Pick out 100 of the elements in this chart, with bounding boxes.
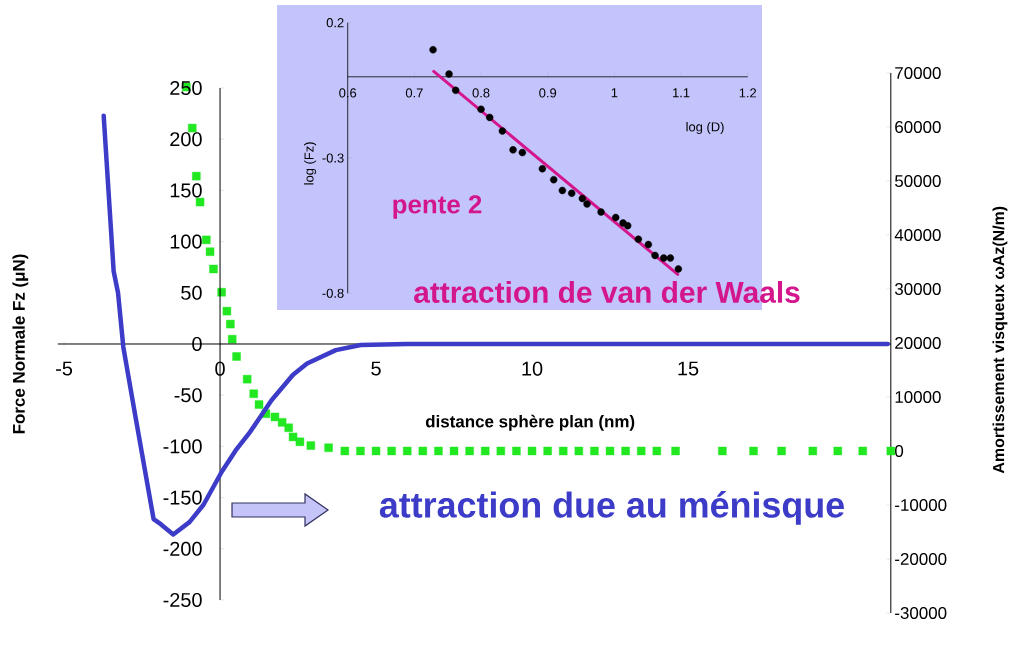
point — [242, 374, 252, 384]
point — [558, 186, 567, 195]
point — [192, 171, 201, 181]
point — [512, 446, 521, 456]
point — [644, 240, 653, 249]
x-axis-title: distance sphère plan (nm) — [425, 414, 635, 431]
y2-tick-label: -20000 — [895, 552, 947, 565]
x-tick-label: 1 — [611, 88, 618, 98]
y2-axis-title: Amortissement visqueux ωAz(N/m) — [992, 206, 1008, 474]
x-tick-label: 5 — [371, 361, 381, 376]
point — [465, 446, 474, 456]
annotation: pente 2 — [393, 195, 482, 219]
x-tick-label: 1.1 — [673, 88, 690, 98]
point — [452, 86, 460, 95]
point — [481, 446, 490, 456]
point — [634, 235, 643, 243]
y-tick-label: -250 — [163, 592, 202, 608]
point — [356, 446, 365, 456]
point — [195, 197, 205, 207]
x-tick-label: 0.7 — [405, 88, 423, 98]
x-tick-label: 0 — [215, 361, 225, 376]
y-axis-title: Force Normale Fz (μN) — [12, 254, 29, 434]
point — [718, 446, 727, 456]
x-tick-label: 0.8 — [472, 88, 490, 98]
x-tick-label: 15 — [678, 361, 699, 376]
point — [202, 235, 211, 245]
y-tick-label: 150 — [170, 183, 202, 198]
y2-tick-label: 40000 — [894, 228, 941, 241]
point — [886, 446, 896, 456]
point — [324, 443, 333, 452]
y-tick-label: 200 — [170, 132, 202, 147]
point — [254, 400, 264, 409]
point — [674, 265, 683, 273]
y2-tick-label: 50000 — [895, 174, 941, 187]
y2-tick-label: 0 — [894, 444, 904, 457]
point — [652, 446, 662, 456]
point — [651, 251, 659, 260]
point — [418, 446, 428, 456]
point — [559, 446, 568, 456]
point — [429, 46, 437, 54]
point — [403, 446, 412, 456]
y-tick-label: -200 — [163, 541, 202, 556]
point — [568, 189, 576, 197]
y2-tick-label: 30000 — [894, 282, 941, 295]
point — [445, 70, 453, 78]
point — [637, 446, 646, 456]
x-axis-title: log (D) — [686, 121, 724, 134]
point — [597, 208, 605, 216]
y-tick-label: 100 — [170, 234, 202, 249]
point — [621, 446, 630, 456]
y2-tick-label: 60000 — [895, 120, 941, 133]
y2-tick-label: -10000 — [895, 498, 947, 511]
y-tick-label: -100 — [163, 439, 202, 454]
point — [749, 446, 758, 456]
point — [624, 221, 632, 230]
point — [660, 254, 668, 262]
point — [612, 213, 620, 222]
y-tick-label: -0.8 — [322, 288, 344, 298]
point — [449, 446, 459, 456]
y2-tick-label: 10000 — [895, 390, 941, 403]
point — [295, 437, 305, 446]
point — [306, 441, 316, 450]
point — [434, 446, 443, 456]
y-tick-label: 0.2 — [326, 18, 344, 28]
point — [222, 306, 232, 316]
point — [496, 446, 506, 456]
point — [477, 105, 485, 113]
y2-tick-label: -30000 — [895, 606, 947, 619]
y-tick-label: -150 — [163, 490, 202, 505]
point — [671, 446, 680, 456]
x-tick-label: 0.9 — [539, 88, 557, 98]
point — [574, 446, 584, 456]
point — [590, 446, 599, 456]
point — [543, 446, 552, 456]
point — [518, 148, 527, 157]
annotation: attraction de van der Waals — [414, 281, 800, 303]
x-tick-label: 10 — [522, 361, 543, 376]
point — [209, 264, 218, 274]
y-tick-label: 50 — [181, 285, 202, 300]
point — [371, 446, 381, 456]
point — [188, 123, 197, 133]
point — [249, 389, 258, 398]
point — [226, 319, 235, 329]
point — [858, 446, 867, 456]
point — [340, 446, 350, 456]
y-axis-title: log (Fz) — [304, 142, 317, 185]
y-tick-label: 250 — [170, 80, 202, 96]
point — [666, 254, 675, 262]
point — [486, 113, 494, 122]
point — [232, 352, 241, 361]
y-tick-label: 0 — [192, 336, 202, 352]
point — [605, 446, 615, 456]
y-tick-label: -0.3 — [322, 153, 344, 163]
point — [270, 412, 280, 422]
y2-tick-label: 20000 — [895, 336, 941, 349]
annotation: attraction due au ménisque — [379, 491, 844, 525]
point — [777, 446, 786, 456]
point — [583, 200, 591, 208]
point — [387, 446, 396, 456]
point — [833, 446, 842, 456]
